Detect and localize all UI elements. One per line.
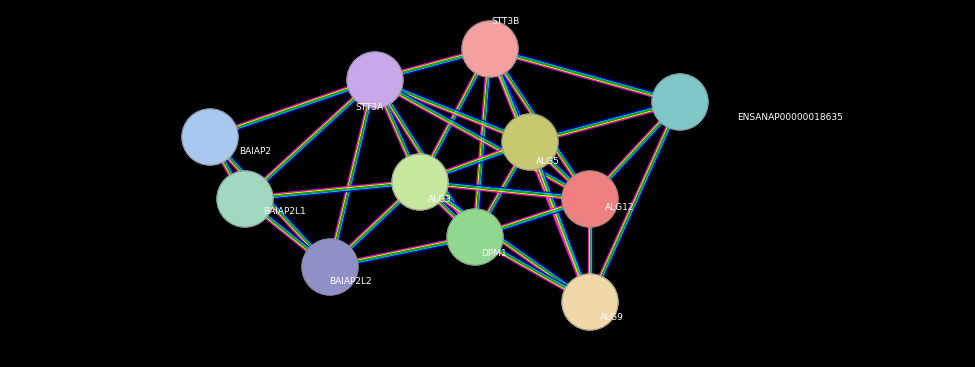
Text: ENSANAP00000018635: ENSANAP00000018635 (737, 113, 843, 121)
Circle shape (502, 114, 558, 170)
Circle shape (652, 74, 708, 130)
Circle shape (462, 21, 518, 77)
Text: BAIAP2L1: BAIAP2L1 (263, 207, 306, 217)
Circle shape (392, 154, 448, 210)
Circle shape (562, 171, 618, 227)
Text: BAIAP2L2: BAIAP2L2 (329, 277, 371, 287)
Text: ALG5: ALG5 (536, 157, 560, 167)
Text: ALG3: ALG3 (428, 195, 452, 203)
Circle shape (217, 171, 273, 227)
Circle shape (302, 239, 358, 295)
Circle shape (347, 52, 403, 108)
Circle shape (562, 274, 618, 330)
Circle shape (447, 209, 503, 265)
Text: STT3B: STT3B (490, 18, 519, 26)
Text: ALG12: ALG12 (605, 203, 635, 211)
Text: STT3A: STT3A (356, 102, 384, 112)
Circle shape (182, 109, 238, 165)
Text: BAIAP2: BAIAP2 (239, 148, 271, 156)
Text: DPM1: DPM1 (481, 250, 507, 258)
Text: ALG9: ALG9 (600, 312, 624, 321)
